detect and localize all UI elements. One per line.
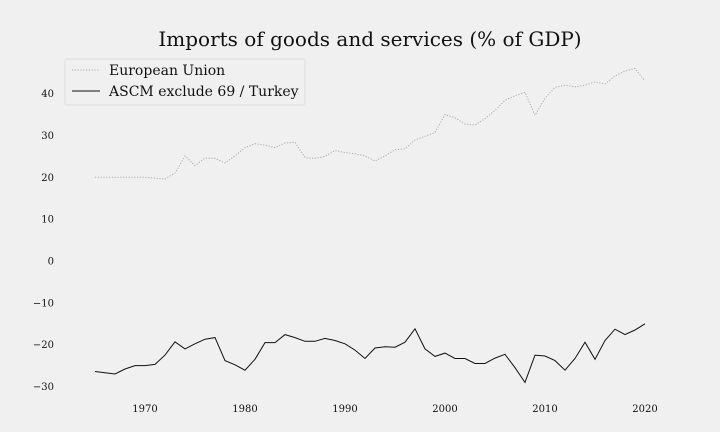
- y-tick-label: 10: [41, 215, 54, 226]
- legend: European Union ASCM exclude 69 / Turkey: [64, 58, 306, 106]
- y-tick-label: −10: [33, 298, 54, 309]
- x-axis: 1970 1980 1990 2000 2010 2020: [132, 404, 657, 415]
- y-tick-label: −20: [33, 340, 54, 351]
- plot-area: [94, 67, 646, 384]
- legend-label-european-union: European Union: [109, 63, 225, 79]
- y-tick-label: 20: [41, 173, 54, 184]
- y-tick-label: 0: [48, 257, 54, 268]
- chart-title: Imports of goods and services (% of GDP): [158, 27, 581, 51]
- x-tick-label: 2010: [532, 404, 557, 415]
- legend-box: [64, 58, 306, 106]
- legend-label-turkey: ASCM exclude 69 / Turkey: [108, 84, 299, 100]
- x-tick-label: 1970: [132, 404, 157, 415]
- y-axis: −30 −20 −10 0 10 20 30 40: [33, 89, 54, 393]
- y-tick-label: 40: [41, 89, 54, 100]
- x-tick-label: 2000: [432, 404, 457, 415]
- x-tick-label: 1990: [332, 404, 357, 415]
- x-tick-label: 2020: [632, 404, 657, 415]
- series-line-turkey: [94, 323, 646, 384]
- y-tick-label: −30: [33, 382, 54, 393]
- y-tick-label: 30: [41, 131, 54, 142]
- series-line-european-union: [95, 67, 646, 180]
- x-tick-label: 1980: [232, 404, 257, 415]
